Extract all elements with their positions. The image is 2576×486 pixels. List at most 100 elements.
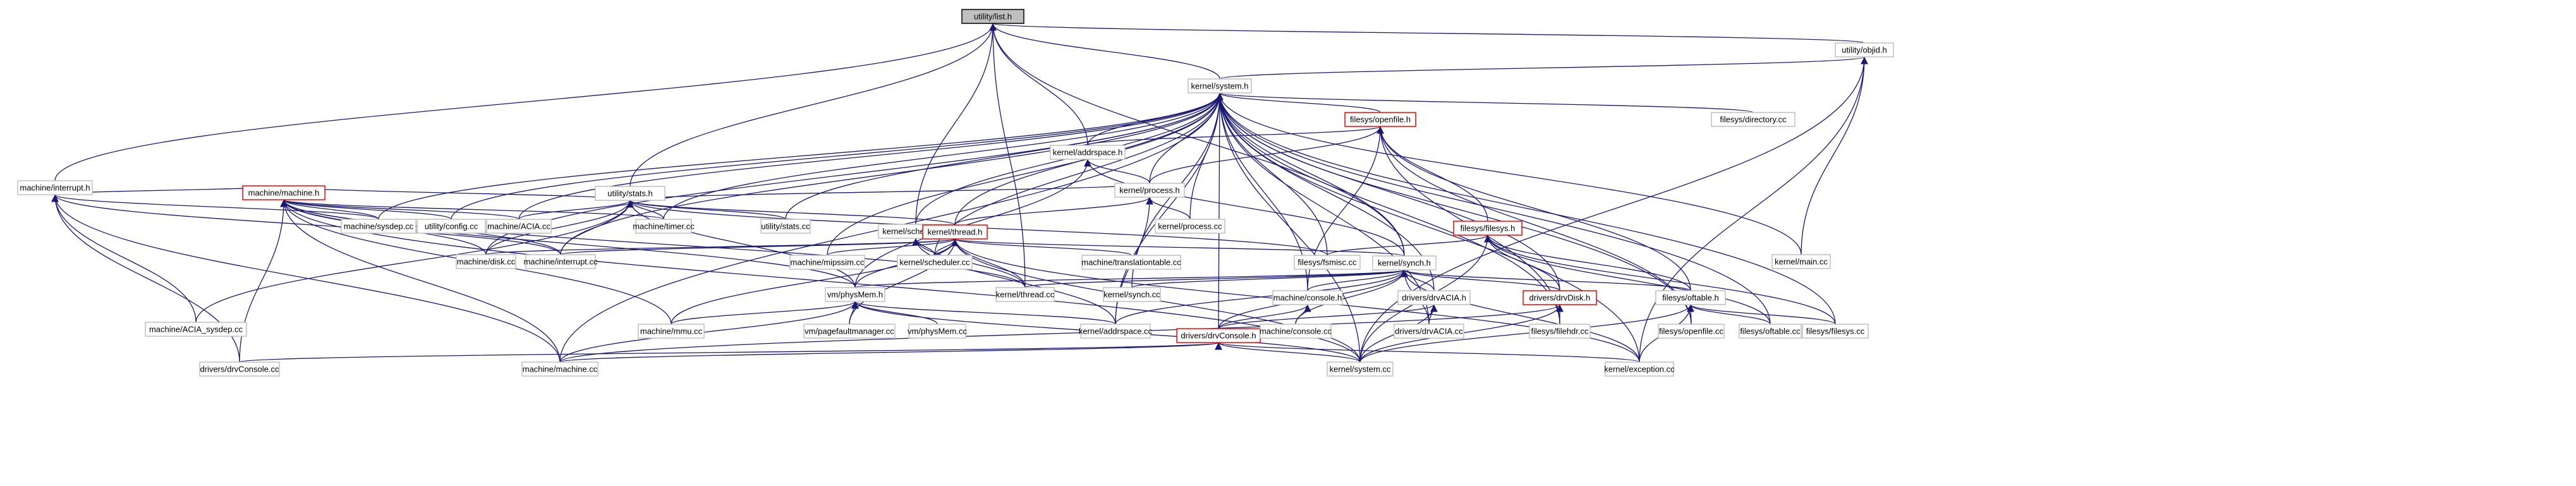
node-machine-machine-h[interactable]: machine/machine.h xyxy=(242,185,325,200)
node-machine-console-cc[interactable]: machine/console.cc xyxy=(1260,324,1332,339)
edge-vm-pagefaultmanager-cc-to-kernel-thread-h xyxy=(849,238,959,325)
node-label: machine/mmu.cc xyxy=(640,327,703,336)
node-utility-stats-cc[interactable]: utility/stats.cc xyxy=(760,219,811,234)
node-utility-stats-h[interactable]: utility/stats.h xyxy=(595,186,665,201)
node-label: machine/interrupt.cc xyxy=(523,257,598,267)
edge-filesys-filesys-cc-to-filesys-oftable-h xyxy=(1687,304,1836,325)
node-kernel-process-cc[interactable]: kernel/process.cc xyxy=(1155,219,1225,234)
edge-kernel-synch-cc-to-kernel-synch-h xyxy=(1131,269,1408,288)
node-utility-list-h[interactable]: utility/list.h xyxy=(961,9,1024,24)
edge-kernel-system-cc-to-utility-objid-h xyxy=(1359,56,1868,363)
node-box xyxy=(789,255,865,270)
node-machine-interrupt-h[interactable]: machine/interrupt.h xyxy=(17,180,93,195)
node-filesys-filehdr-cc[interactable]: filesys/filehdr.cc xyxy=(1529,324,1591,339)
node-kernel-thread-cc[interactable]: kernel/thread.cc xyxy=(995,287,1055,302)
node-machine-disk-cc[interactable]: machine/disk.cc xyxy=(456,254,516,269)
node-label: filesys/fsmisc.cc xyxy=(1297,258,1357,267)
node-drivers-drvconsole-cc[interactable]: drivers/drvConsole.cc xyxy=(199,361,280,377)
edge-machine-sysdep-cc-to-machine-interrupt-h xyxy=(51,194,379,220)
node-kernel-system-h[interactable]: kernel/system.h xyxy=(1188,78,1252,94)
node-box xyxy=(199,361,280,377)
edge-vm-physmem-h-to-kernel-synch-h xyxy=(854,269,1408,288)
node-label: kernel/thread.h xyxy=(928,228,983,237)
node-drivers-drvconsole-h[interactable]: drivers/drvConsole.h xyxy=(1176,328,1261,343)
edge-machine-mmu-cc-to-vm-physmem-h xyxy=(671,301,859,325)
node-drivers-drvacia-h[interactable]: drivers/drvACIA.h xyxy=(1397,290,1471,305)
node-label: utility/list.h xyxy=(974,12,1012,21)
node-drivers-drvacia-cc[interactable]: drivers/drvACIA.cc xyxy=(1394,324,1464,339)
node-box xyxy=(341,219,416,234)
node-box xyxy=(486,219,552,234)
node-kernel-addrspace-cc[interactable]: kernel/addrspace.cc xyxy=(1079,324,1153,339)
node-filesys-openfile-cc[interactable]: filesys/openfile.cc xyxy=(1658,324,1725,339)
node-machine-sysdep-cc[interactable]: machine/sysdep.cc xyxy=(341,219,416,234)
node-kernel-exception-cc[interactable]: kernel/exception.cc xyxy=(1604,361,1675,377)
node-machine-timer-cc[interactable]: machine/timer.cc xyxy=(633,219,695,234)
node-kernel-system-cc[interactable]: kernel/system.cc xyxy=(1327,361,1394,377)
node-filesys-oftable-h[interactable]: filesys/oftable.h xyxy=(1655,290,1726,305)
node-machine-mmu-cc[interactable]: machine/mmu.cc xyxy=(638,324,705,339)
node-filesys-filesys-cc[interactable]: filesys/filesys.cc xyxy=(1802,324,1869,339)
edge-kernel-thread-cc-to-machine-machine-h xyxy=(280,199,1026,288)
node-kernel-process-h[interactable]: kernel/process.h xyxy=(1114,183,1185,198)
node-box xyxy=(1739,324,1802,339)
edge-kernel-exception-cc-to-kernel-synch-h xyxy=(1400,269,1640,363)
node-machine-interrupt-cc[interactable]: machine/interrupt.cc xyxy=(523,254,598,269)
edge-kernel-addrspace-cc-to-vm-physmem-h xyxy=(851,301,1116,325)
edge-machine-console-cc-to-machine-console-h xyxy=(1295,304,1311,325)
edge-filesys-oftable-cc-to-kernel-system-h xyxy=(1216,92,1771,325)
node-box xyxy=(1397,290,1471,305)
edge-machine-acia-cc-to-machine-machine-h xyxy=(280,199,519,220)
node-label: utility/stats.cc xyxy=(761,222,810,231)
edge-machine-acia-cc-to-utility-stats-h xyxy=(518,200,634,220)
node-label: kernel/thread.cc xyxy=(996,290,1055,300)
node-box xyxy=(1658,324,1725,339)
node-machine-acia-sysdep-cc[interactable]: machine/ACIA_sysdep.cc xyxy=(145,322,247,337)
node-filesys-filesys-h[interactable]: filesys/filesys.h xyxy=(1453,221,1522,236)
node-machine-machine-cc[interactable]: machine/machine.cc xyxy=(521,361,598,377)
node-box xyxy=(922,224,988,240)
node-machine-console-h[interactable]: machine/console.h xyxy=(1272,290,1343,305)
node-box xyxy=(908,324,966,339)
node-utility-config-cc[interactable]: utility/config.cc xyxy=(416,219,486,234)
node-kernel-synch-h[interactable]: kernel/synch.h xyxy=(1372,255,1437,270)
edge-filesys-filesys-h-to-filesys-openfile-h xyxy=(1376,126,1488,222)
node-vm-physmem-cc[interactable]: vm/physMem.cc xyxy=(908,324,967,339)
node-box xyxy=(525,254,596,269)
node-filesys-oftable-cc[interactable]: filesys/oftable.cc xyxy=(1739,324,1802,339)
node-box xyxy=(1327,361,1394,377)
node-machine-acia-cc[interactable]: machine/ACIA.cc xyxy=(486,219,552,234)
node-label: filesys/filesys.h xyxy=(1461,224,1516,233)
node-label: kernel/scheduler.cc xyxy=(899,258,970,267)
node-kernel-addrspace-h[interactable]: kernel/addrspace.h xyxy=(1050,145,1126,160)
dependency-edges xyxy=(51,23,1868,363)
node-kernel-main-cc[interactable]: kernel/main.cc xyxy=(1771,254,1831,269)
edge-kernel-synch-h-to-kernel-addrspace-h xyxy=(1084,159,1405,257)
edge-drivers-drvconsole-cc-to-machine-interrupt-h xyxy=(51,194,240,363)
node-machine-translationtable-cc[interactable]: machine/translationtable.cc xyxy=(1081,255,1181,270)
node-label: kernel/main.cc xyxy=(1775,257,1828,267)
node-drivers-drvdisk-h[interactable]: drivers/drvDisk.h xyxy=(1522,290,1597,305)
node-kernel-synch-cc[interactable]: kernel/synch.cc xyxy=(1103,287,1161,302)
node-filesys-openfile-h[interactable]: filesys/openfile.h xyxy=(1344,112,1416,127)
node-filesys-directory-cc[interactable]: filesys/directory.cc xyxy=(1711,112,1795,127)
node-kernel-scheduler-cc[interactable]: kernel/scheduler.cc xyxy=(897,255,973,270)
edge-drivers-drvdisk-h-to-kernel-synch-h xyxy=(1400,269,1560,291)
edge-machine-disk-cc-to-kernel-thread-h xyxy=(485,238,959,255)
node-machine-mipssim-cc[interactable]: machine/mipssim.cc xyxy=(789,255,865,270)
node-vm-physmem-h[interactable]: vm/physMem.h xyxy=(825,287,885,302)
node-vm-pagefaultmanager-cc[interactable]: vm/pagefaultmanager.cc xyxy=(803,324,896,339)
node-box xyxy=(1050,145,1126,160)
edge-vm-pagefaultmanager-cc-to-vm-physmem-h xyxy=(849,301,859,325)
node-label: drivers/drvACIA.h xyxy=(1402,293,1466,303)
node-box xyxy=(1529,324,1591,339)
node-kernel-thread-h[interactable]: kernel/thread.h xyxy=(922,224,988,240)
node-box xyxy=(1344,112,1416,127)
node-filesys-fsmisc-cc[interactable]: filesys/fsmisc.cc xyxy=(1294,255,1361,270)
node-label: drivers/drvConsole.h xyxy=(1181,331,1256,341)
edge-machine-machine-cc-to-vm-physmem-h xyxy=(559,301,859,363)
node-utility-objid-h[interactable]: utility/objid.h xyxy=(1835,42,1894,58)
edge-kernel-exception-cc-to-drivers-drvconsole-h xyxy=(1215,342,1640,363)
edge-machine-machine-cc-to-drivers-drvconsole-h xyxy=(559,342,1222,363)
